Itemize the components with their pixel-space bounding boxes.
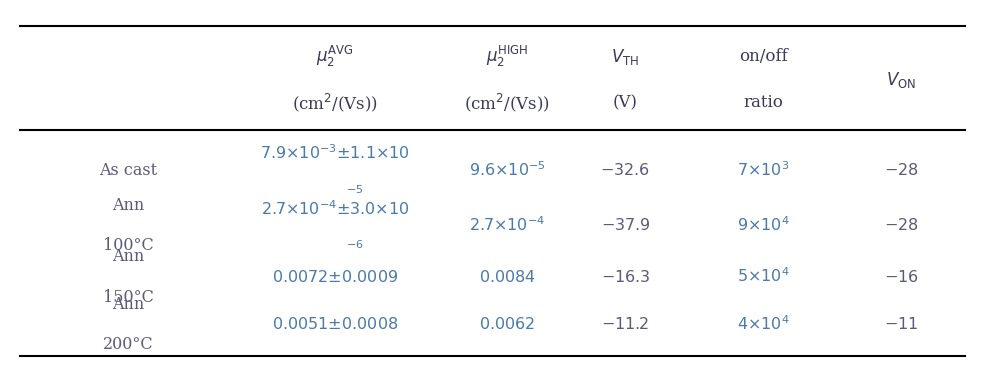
Text: $_{-6}$: $_{-6}$ bbox=[346, 234, 363, 251]
Text: $-11.2$: $-11.2$ bbox=[601, 316, 650, 333]
Text: Ann: Ann bbox=[112, 197, 144, 214]
Text: 200°C: 200°C bbox=[102, 337, 154, 353]
Text: $0.0051{\pm}0.0008$: $0.0051{\pm}0.0008$ bbox=[272, 316, 398, 333]
Text: $-16.3$: $-16.3$ bbox=[601, 269, 650, 286]
Text: 100°C: 100°C bbox=[102, 237, 154, 254]
Text: Ann: Ann bbox=[112, 248, 144, 265]
Text: $-28$: $-28$ bbox=[884, 217, 919, 234]
Text: $V_{\rm ON}$: $V_{\rm ON}$ bbox=[886, 70, 916, 90]
Text: 150°C: 150°C bbox=[102, 289, 154, 306]
Text: $_{-5}$: $_{-5}$ bbox=[346, 179, 363, 196]
Text: $\mu_2^{\rm HIGH}$: $\mu_2^{\rm HIGH}$ bbox=[486, 44, 529, 69]
Text: $9{\times}10^{4}$: $9{\times}10^{4}$ bbox=[737, 217, 790, 235]
Text: Ann: Ann bbox=[112, 296, 144, 313]
Text: on/off: on/off bbox=[739, 48, 788, 65]
Text: $0.0062$: $0.0062$ bbox=[479, 316, 536, 333]
Text: $-16$: $-16$ bbox=[884, 269, 919, 286]
Text: As cast: As cast bbox=[98, 162, 158, 179]
Text: $7.9{\times}10^{-3}{\pm}1.1{\times}10$: $7.9{\times}10^{-3}{\pm}1.1{\times}10$ bbox=[260, 145, 410, 163]
Text: (cm$^2$/(Vs)): (cm$^2$/(Vs)) bbox=[292, 92, 378, 114]
Text: $-28$: $-28$ bbox=[884, 162, 919, 179]
Text: $4{\times}10^{4}$: $4{\times}10^{4}$ bbox=[737, 316, 790, 334]
Text: $0.0072{\pm}0.0009$: $0.0072{\pm}0.0009$ bbox=[272, 269, 398, 286]
Text: $-37.9$: $-37.9$ bbox=[601, 217, 650, 234]
Text: $0.0084$: $0.0084$ bbox=[479, 269, 536, 286]
Text: $V_{\rm TH}$: $V_{\rm TH}$ bbox=[612, 47, 639, 67]
Text: ratio: ratio bbox=[744, 94, 783, 111]
Text: (V): (V) bbox=[613, 94, 638, 111]
Text: $7{\times}10^{3}$: $7{\times}10^{3}$ bbox=[737, 161, 790, 180]
Text: $-32.6$: $-32.6$ bbox=[601, 162, 650, 179]
Text: $5{\times}10^{4}$: $5{\times}10^{4}$ bbox=[737, 268, 790, 286]
Text: $9.6{\times}10^{-5}$: $9.6{\times}10^{-5}$ bbox=[469, 161, 546, 180]
Text: $\mu_2^{\rm AVG}$: $\mu_2^{\rm AVG}$ bbox=[316, 44, 354, 69]
Text: $2.7{\times}10^{-4}{\pm}3.0{\times}10$: $2.7{\times}10^{-4}{\pm}3.0{\times}10$ bbox=[261, 200, 409, 218]
Text: (cm$^2$/(Vs)): (cm$^2$/(Vs)) bbox=[464, 92, 551, 114]
Text: $2.7{\times}10^{-4}$: $2.7{\times}10^{-4}$ bbox=[469, 217, 546, 235]
Text: $-11$: $-11$ bbox=[885, 316, 918, 333]
